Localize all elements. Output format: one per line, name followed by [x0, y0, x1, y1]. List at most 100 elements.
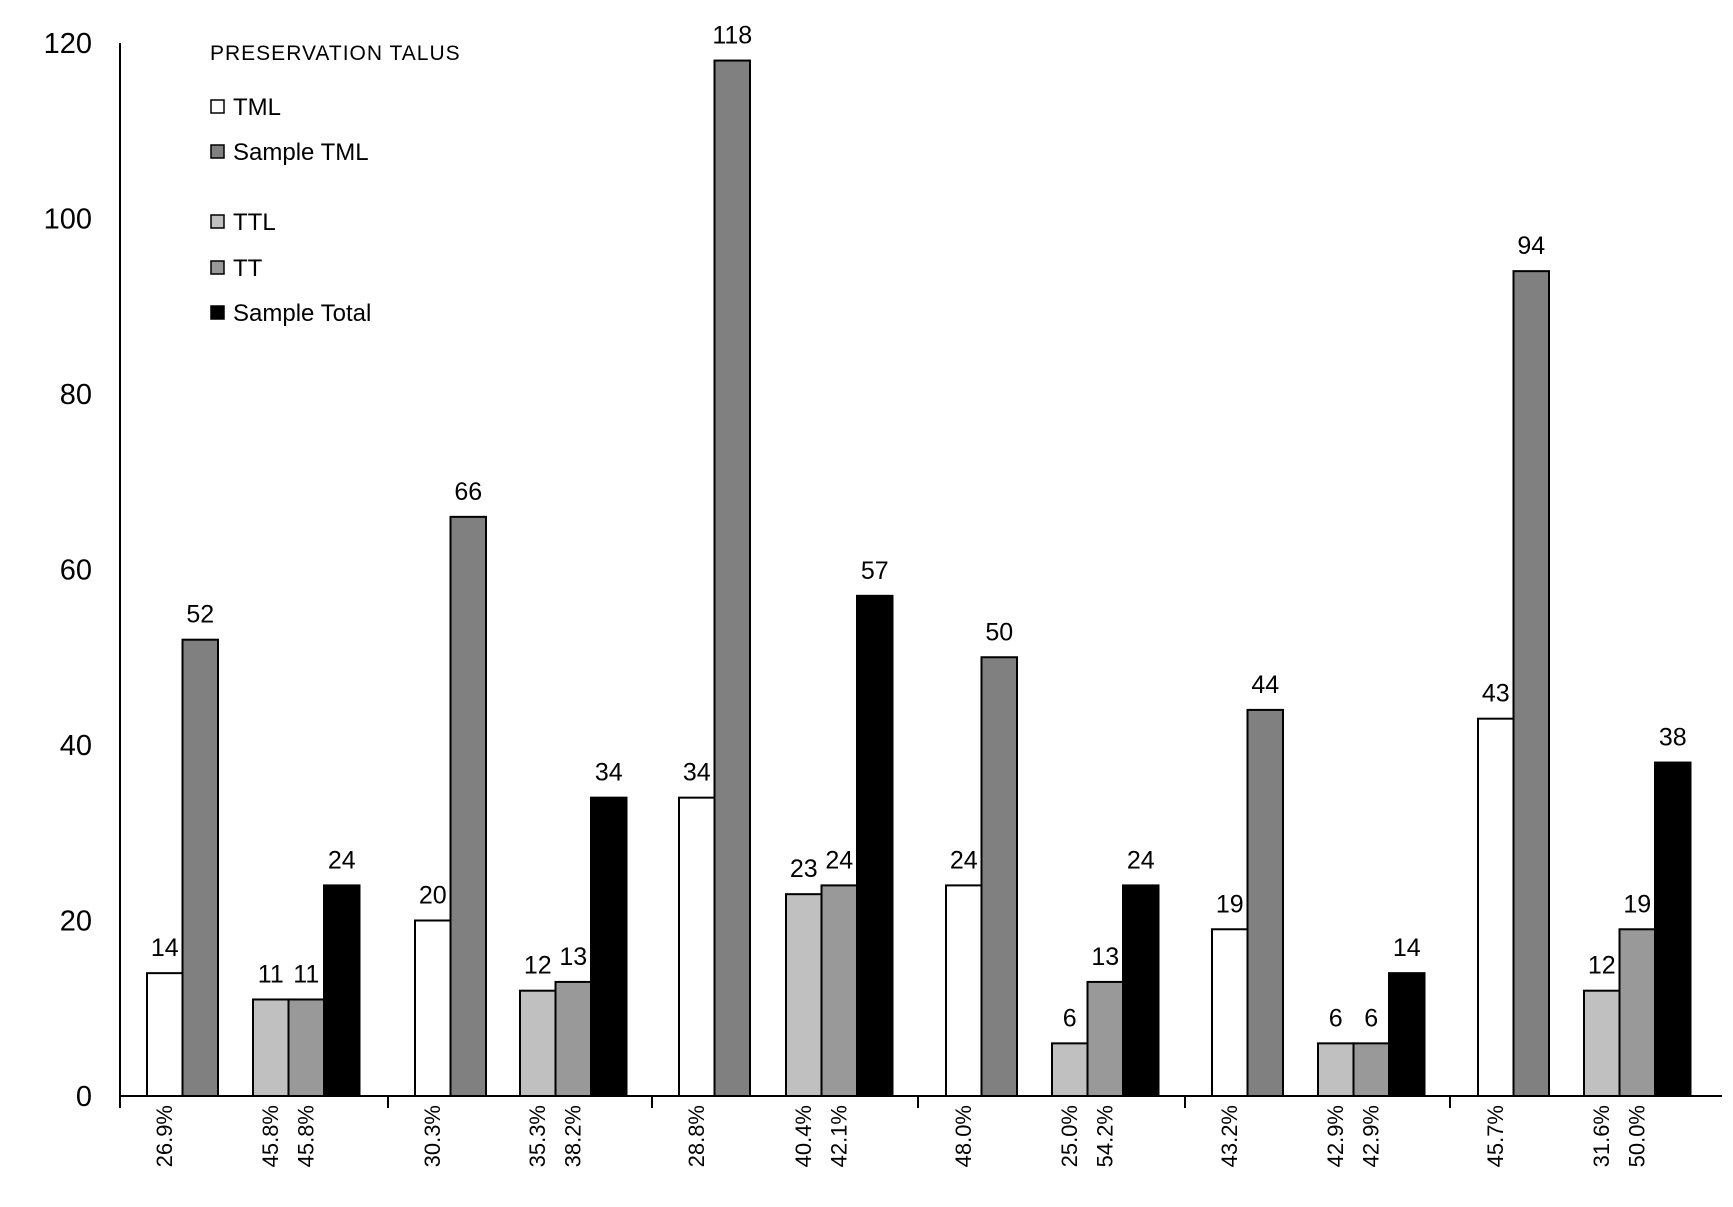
category-percent-label: 35.3% [525, 1105, 550, 1167]
data-label: 13 [1091, 943, 1119, 971]
data-label: 19 [1623, 890, 1651, 918]
data-label: 24 [1127, 846, 1155, 874]
category-percent-label: 43.2% [1217, 1105, 1242, 1167]
legend-label-tml: TML [233, 94, 281, 121]
y-tick-label: 120 [44, 28, 92, 60]
bar-tt [820, 884, 858, 1098]
data-label: 23 [790, 855, 818, 883]
data-label: 50 [985, 618, 1013, 646]
data-label: 14 [1393, 934, 1421, 962]
data-label: 6 [1063, 1004, 1077, 1032]
legend-label-sample-total: Sample Total [233, 300, 371, 327]
bar-sample-tml [181, 638, 219, 1097]
y-tick-label: 60 [60, 555, 92, 587]
data-label: 52 [186, 601, 214, 629]
data-label: 13 [559, 943, 587, 971]
data-label: 6 [1364, 1004, 1378, 1032]
data-label: 14 [151, 934, 179, 962]
legend-swatch-tml [210, 99, 225, 114]
category-percent-label: 48.0% [951, 1105, 976, 1167]
bar-sample-total [323, 884, 361, 1098]
bar-tt [1086, 980, 1124, 1097]
category-percent-label: 45.7% [1483, 1105, 1508, 1167]
category-percent-label: 38.2% [560, 1105, 585, 1167]
data-label: 20 [419, 882, 447, 910]
category-percent-label: 26.9% [152, 1105, 177, 1167]
x-axis [120, 1095, 1722, 1108]
data-label: 38 [1659, 724, 1687, 752]
data-label: 34 [683, 759, 711, 787]
data-label: 34 [595, 759, 623, 787]
data-label: 11 [258, 960, 284, 988]
bar-ttl [1051, 1042, 1089, 1097]
category-percent-label: 45.8% [293, 1105, 318, 1167]
category-percent-label: 30.3% [420, 1105, 445, 1167]
category-percent-label: 54.2% [1092, 1105, 1117, 1167]
data-label: 12 [524, 952, 552, 980]
data-label: 94 [1517, 232, 1545, 260]
bar-tml [1477, 717, 1515, 1097]
bar-ttl [785, 893, 823, 1097]
data-label: 24 [328, 846, 356, 874]
legend-swatch-sample-total [210, 305, 225, 320]
legend-label-ttl: TTL [233, 209, 276, 236]
bar-ttl [1583, 989, 1621, 1098]
y-tick-label: 80 [60, 379, 92, 411]
category-percent-label: 31.6% [1589, 1105, 1614, 1167]
bar-tml [146, 972, 184, 1098]
legend-swatch-sample-tml [210, 144, 225, 159]
y-tick-label: 40 [60, 730, 92, 762]
data-label: 24 [825, 846, 853, 874]
category-percent-label: 40.4% [791, 1105, 816, 1167]
category-labels: 26.9% 45.8% 45.8% 30.3% 35.3% 38.2% 28.8% 40.4%… [152, 1105, 1650, 1167]
bar-tml [945, 884, 983, 1098]
data-label: 24 [950, 846, 978, 874]
bar-sample-tml [1512, 270, 1550, 1097]
y-axis: 0 20 40 60 80 100 120 [44, 28, 121, 1113]
bar-sample-tml [980, 656, 1018, 1097]
bar-sample-total [1388, 972, 1426, 1098]
category-percent-label: 28.8% [684, 1105, 709, 1167]
legend-swatch-tt [210, 260, 225, 275]
data-label: 43 [1482, 680, 1510, 708]
bar-sample-total [856, 594, 894, 1097]
category-percent-label: 42.9% [1358, 1105, 1383, 1167]
y-tick-label: 20 [60, 906, 92, 938]
bar-tt [287, 998, 325, 1097]
bar-tml [678, 796, 716, 1098]
data-label: 118 [712, 22, 752, 50]
category-percent-label: 42.9% [1323, 1105, 1348, 1167]
legend-label-sample-tml: Sample TML [233, 139, 369, 166]
category-percent-label: 50.0% [1624, 1105, 1649, 1167]
legend: PRESERVATION TALUS TML Sample TML TTL TT Sam… [210, 42, 461, 327]
data-label: 12 [1588, 952, 1616, 980]
legend-title: PRESERVATION TALUS [210, 42, 461, 65]
bar-tml [1211, 928, 1249, 1098]
category-percent-label: 45.8% [258, 1105, 283, 1167]
bar-sample-total [590, 796, 628, 1098]
bar-ttl [519, 989, 557, 1098]
data-label: 57 [861, 557, 889, 585]
data-label: 44 [1251, 671, 1279, 699]
legend-label-tt: TT [233, 255, 263, 282]
bar-tml [414, 919, 452, 1097]
bar-tt [554, 980, 592, 1097]
bar-ttl [1317, 1042, 1355, 1097]
data-label: 66 [454, 478, 482, 506]
bars [146, 59, 1692, 1098]
bar-tt [1618, 928, 1656, 1098]
bar-sample-total [1122, 884, 1160, 1098]
bar-sample-tml [713, 59, 751, 1097]
bar-ttl [252, 998, 290, 1097]
y-tick-label: 0 [76, 1081, 92, 1113]
data-label: 19 [1216, 890, 1244, 918]
data-label: 6 [1329, 1004, 1343, 1032]
bar-sample-tml [1246, 708, 1284, 1098]
category-percent-label: 42.1% [826, 1105, 851, 1167]
bar-sample-total [1654, 761, 1692, 1097]
bar-tt [1352, 1042, 1390, 1097]
category-percent-label: 25.0% [1057, 1105, 1082, 1167]
y-tick-label: 100 [44, 204, 92, 236]
